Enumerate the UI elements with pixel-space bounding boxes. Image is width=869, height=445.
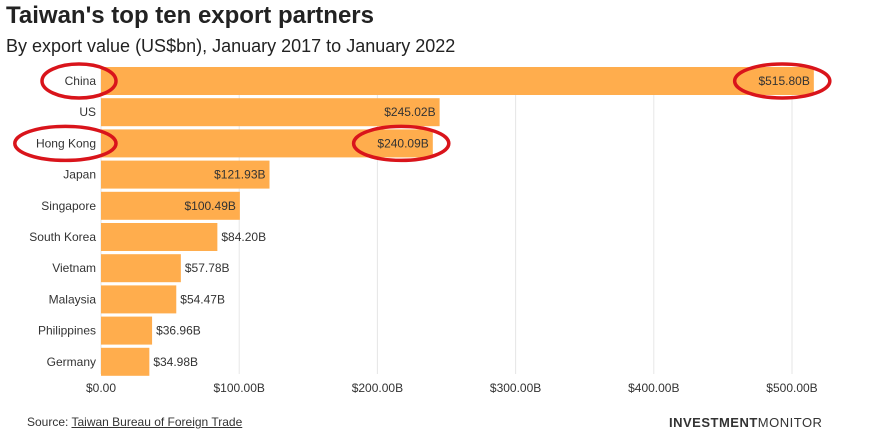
bar (101, 316, 153, 345)
value-label: $245.02B (384, 105, 435, 119)
source-link[interactable]: Taiwan Bureau of Foreign Trade (71, 415, 243, 429)
bar (101, 347, 150, 376)
category-label: Germany (47, 355, 96, 369)
bar (101, 285, 177, 314)
value-label: $57.78B (185, 261, 230, 275)
brand-bold: INVESTMENT (669, 415, 758, 430)
category-label: Philippines (38, 324, 96, 338)
value-label: $36.96B (156, 324, 201, 338)
highlight-circle (351, 124, 451, 163)
category-label: Malaysia (49, 292, 97, 306)
value-label: $34.98B (153, 355, 198, 369)
x-tick-label: $300.00B (490, 381, 541, 395)
value-label: $121.93B (214, 168, 265, 182)
value-label: $100.49B (184, 199, 235, 213)
x-tick-label: $500.00B (766, 381, 817, 395)
x-tick-label: $0.00 (86, 381, 116, 395)
annotations (13, 62, 832, 163)
value-label: $515.80B (758, 74, 809, 88)
bar (101, 67, 814, 95)
category-labels: China US Hong Kong Japan Singapore South Kore… (29, 74, 96, 369)
bar (101, 160, 270, 189)
category-label: Singapore (41, 199, 96, 213)
highlight-circle (40, 62, 118, 100)
source-note: Source: Taiwan Bureau of Foreign Trade (27, 415, 242, 429)
chart-subtitle: By export value (US$bn), January 2017 to… (6, 36, 456, 56)
source-label: Source: (27, 415, 72, 429)
x-tick-label: $200.00B (352, 381, 403, 395)
bar (101, 254, 181, 283)
x-tick-label: $400.00B (628, 381, 679, 395)
value-label: $240.09B (377, 136, 428, 150)
highlight-circle (732, 62, 832, 100)
bar (101, 191, 240, 220)
x-tick-labels: $0.00 $100.00B $200.00B $300.00B $400.00B $50… (86, 381, 818, 395)
value-label: $84.20B (221, 230, 266, 244)
category-label: Hong Kong (36, 136, 96, 150)
brand-regular: MONITOR (757, 415, 823, 430)
category-label: US (79, 105, 96, 119)
bar (101, 129, 433, 158)
x-tick-label: $100.00B (214, 381, 265, 395)
category-label: Japan (63, 168, 96, 182)
value-label: $54.47B (180, 292, 225, 306)
bars (101, 67, 814, 376)
highlight-circle (13, 124, 118, 163)
chart-title: Taiwan's top ten export partners (6, 2, 374, 29)
category-label: China (65, 74, 97, 88)
category-label: South Korea (29, 230, 96, 244)
brand-logo: INVESTMENTMONITOR (669, 415, 822, 430)
bar (101, 98, 440, 127)
value-labels: $515.80B $245.02B $240.09B $121.93B $100.49B… (153, 74, 809, 369)
bar (101, 223, 218, 251)
category-label: Vietnam (52, 261, 96, 275)
